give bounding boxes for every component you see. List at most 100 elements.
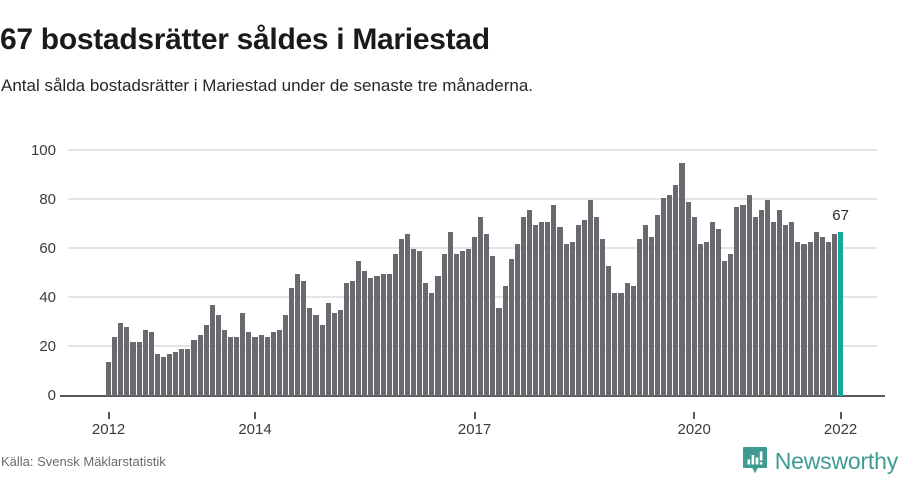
bar[interactable]	[557, 226, 563, 396]
bar[interactable]	[594, 217, 600, 396]
bar[interactable]	[289, 288, 295, 396]
bar[interactable]	[209, 305, 215, 396]
bar[interactable]	[386, 273, 392, 396]
bar[interactable]	[722, 261, 728, 396]
bar[interactable]	[112, 337, 118, 396]
bar[interactable]	[307, 307, 313, 396]
bar[interactable]	[703, 241, 709, 396]
bar[interactable]	[252, 337, 258, 396]
bar[interactable]	[612, 293, 618, 396]
bar[interactable]	[478, 217, 484, 396]
bar[interactable]	[197, 334, 203, 396]
bar[interactable]	[563, 244, 569, 396]
bar[interactable]	[764, 200, 770, 396]
bar[interactable]	[618, 293, 624, 396]
bar[interactable]	[728, 253, 734, 396]
bar[interactable]	[752, 217, 758, 396]
bar[interactable]	[160, 356, 167, 396]
bar[interactable]	[295, 273, 301, 396]
bar[interactable]	[734, 207, 740, 396]
bar[interactable]	[301, 280, 307, 396]
bar[interactable]	[606, 266, 612, 396]
bar[interactable]	[716, 229, 722, 396]
bar[interactable]	[429, 293, 435, 396]
bar[interactable]	[648, 236, 655, 396]
bar[interactable]	[246, 332, 252, 396]
bar[interactable]	[234, 337, 240, 396]
bar[interactable]	[185, 349, 191, 396]
bar[interactable]	[539, 222, 545, 396]
bar[interactable]	[106, 361, 112, 396]
bar[interactable]	[136, 342, 142, 396]
bar[interactable]	[465, 249, 472, 396]
bar[interactable]	[228, 337, 234, 396]
bar[interactable]	[551, 204, 557, 396]
bar[interactable]	[435, 275, 441, 396]
bar[interactable]	[581, 219, 587, 396]
bar[interactable]	[655, 214, 661, 396]
bar[interactable]	[789, 222, 795, 396]
bar[interactable]	[191, 339, 197, 396]
bar[interactable]	[441, 253, 447, 396]
bar[interactable]	[270, 332, 276, 396]
bar[interactable]	[325, 302, 331, 396]
bar[interactable]	[319, 324, 325, 396]
bar[interactable]	[545, 222, 551, 396]
bar[interactable]	[142, 329, 148, 396]
bar[interactable]	[691, 217, 697, 396]
bar[interactable]	[679, 163, 685, 396]
bar[interactable]	[398, 239, 404, 396]
bar-highlighted[interactable]	[838, 231, 844, 396]
bar[interactable]	[350, 280, 356, 396]
bar[interactable]	[258, 334, 264, 396]
bar[interactable]	[520, 217, 526, 396]
bar[interactable]	[575, 224, 581, 396]
bar[interactable]	[801, 244, 807, 396]
bar[interactable]	[685, 202, 691, 396]
bar[interactable]	[411, 249, 417, 396]
bar[interactable]	[673, 185, 679, 396]
bar[interactable]	[825, 241, 831, 396]
bar[interactable]	[819, 236, 825, 396]
bar[interactable]	[453, 253, 459, 396]
bar[interactable]	[459, 251, 465, 396]
bar[interactable]	[374, 275, 380, 396]
bar[interactable]	[746, 195, 752, 396]
bar[interactable]	[587, 200, 594, 396]
bar[interactable]	[514, 244, 520, 396]
bar[interactable]	[758, 209, 764, 396]
bar[interactable]	[148, 332, 154, 396]
bar[interactable]	[697, 244, 703, 396]
bar[interactable]	[508, 258, 514, 396]
bar[interactable]	[118, 322, 124, 396]
bar[interactable]	[496, 307, 502, 396]
bar[interactable]	[240, 312, 246, 396]
bar[interactable]	[636, 239, 642, 396]
bar[interactable]	[533, 224, 539, 396]
bar[interactable]	[276, 329, 282, 396]
bar[interactable]	[404, 234, 411, 396]
bar[interactable]	[642, 224, 648, 396]
bar[interactable]	[179, 349, 185, 396]
bar[interactable]	[795, 241, 801, 396]
bar[interactable]	[807, 241, 813, 396]
bar[interactable]	[392, 253, 398, 396]
bar[interactable]	[447, 231, 453, 396]
bar[interactable]	[313, 315, 319, 396]
bar[interactable]	[368, 278, 374, 396]
bar[interactable]	[380, 273, 386, 396]
bar[interactable]	[167, 354, 173, 396]
bar[interactable]	[343, 283, 350, 396]
bar[interactable]	[600, 239, 606, 396]
bar[interactable]	[484, 234, 490, 396]
bar[interactable]	[215, 315, 221, 396]
bar[interactable]	[173, 351, 179, 396]
bar[interactable]	[667, 195, 673, 396]
bar[interactable]	[124, 327, 130, 396]
bar[interactable]	[502, 285, 508, 396]
bar[interactable]	[362, 271, 368, 396]
bar[interactable]	[777, 209, 783, 396]
bar[interactable]	[770, 222, 777, 396]
bar[interactable]	[490, 256, 496, 396]
bar[interactable]	[264, 337, 270, 396]
